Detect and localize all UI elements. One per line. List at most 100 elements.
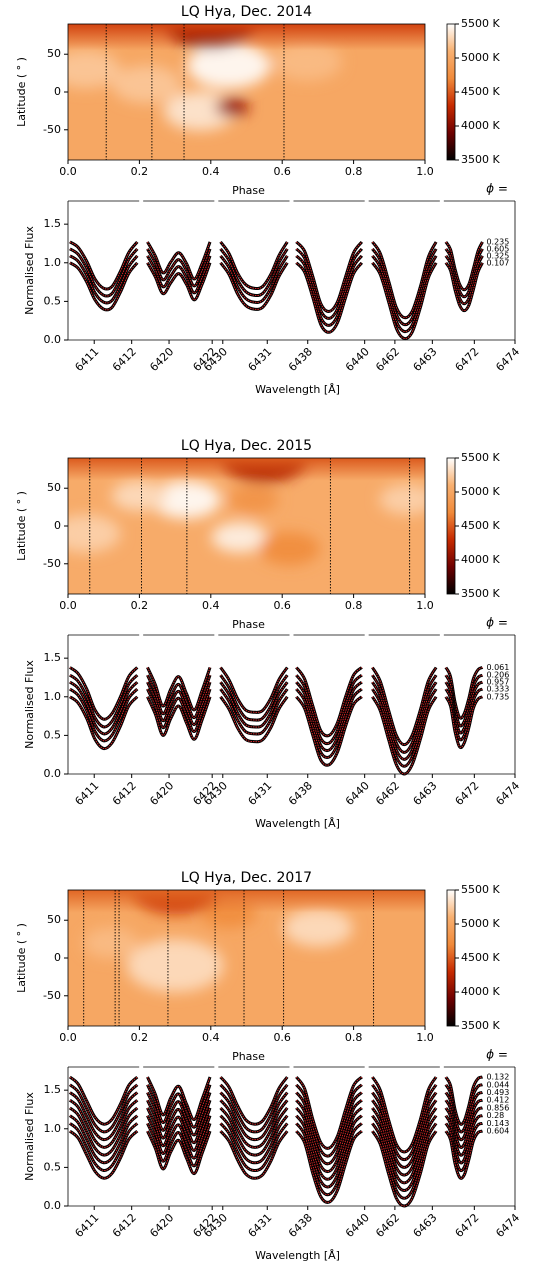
phase-label: 0.957 (486, 678, 509, 687)
model-profile (371, 1123, 437, 1199)
phase-label: 0.604 (486, 1127, 509, 1136)
x-tick-label: 1.0 (416, 1031, 434, 1044)
model-profile (445, 1130, 483, 1179)
map-panel: LQ Hya, Dec. 2017 0.0 0.2 0.4 0.6 0.8 1.0 -50 0 5… (15, 870, 500, 1063)
x-tick-label: 6411 (72, 1211, 101, 1240)
model-profile (295, 1076, 363, 1149)
colorbar-tick-label: 4500 K (461, 951, 500, 964)
x-tick-label: 6474 (493, 779, 522, 808)
x-tick-label: 6431 (246, 1211, 275, 1240)
model-profile (147, 248, 211, 287)
model-profile (295, 1099, 363, 1173)
map-panel: LQ Hya, Dec. 2014 0.0 0.2 0.4 0.6 0.8 1.0 -50 0 5… (15, 4, 500, 197)
model-profile (147, 674, 211, 719)
x-tick-label: 6440 (343, 1211, 372, 1240)
y-tick-label: 1.5 (44, 217, 62, 230)
x-tick-label: 6412 (110, 345, 139, 374)
model-profile (445, 1099, 483, 1148)
spot (187, 42, 271, 89)
x-tick-label: 6420 (147, 1211, 176, 1240)
colorbar-tick-label: 5000 K (461, 917, 500, 930)
colorbar-tick-label: 5500 K (461, 17, 500, 30)
spot (151, 480, 221, 519)
model-profile (220, 1107, 288, 1156)
model-profile (147, 241, 211, 280)
x-tick-label: 1.0 (416, 599, 434, 612)
spot (211, 522, 268, 553)
model-profile (147, 681, 211, 726)
model-profile (69, 1130, 138, 1179)
spot (126, 939, 224, 992)
model-profile (147, 1092, 211, 1136)
model-profile (69, 255, 138, 304)
map-title: LQ Hya, Dec. 2014 (181, 4, 312, 20)
model-profile (147, 688, 211, 733)
spot (272, 42, 342, 81)
x-tick-label: 6420 (147, 345, 176, 374)
model-profile (371, 1130, 437, 1207)
y-axis-label: Normalised Flux (23, 226, 36, 315)
model-profile (445, 1091, 483, 1141)
phase-label: 0.735 (486, 692, 509, 701)
y-tick-label: 0.0 (44, 333, 62, 346)
x-tick-label: 6472 (453, 1211, 482, 1240)
model-profile (371, 681, 437, 760)
y-axis-label: Normalised Flux (23, 1092, 36, 1181)
phase-label: 0.107 (486, 258, 509, 267)
x-tick-label: 0.6 (273, 1031, 291, 1044)
polar-band (68, 890, 425, 913)
observed-profile (444, 248, 484, 299)
model-profile (295, 1122, 363, 1196)
model-profile (445, 1076, 483, 1125)
x-axis-label: Phase (232, 1050, 265, 1063)
x-tick-label: 6412 (110, 779, 139, 808)
y-tick-label: 0 (54, 519, 61, 532)
model-profile (371, 1115, 437, 1192)
model-profile (220, 696, 288, 743)
spot (215, 98, 249, 117)
model-profile (69, 1076, 138, 1125)
model-profile (147, 255, 211, 294)
x-tick-label: 0.4 (202, 165, 220, 178)
x-tick-label: 0.4 (202, 1031, 220, 1044)
model-profile (295, 1084, 363, 1157)
phase-header: ϕ = (486, 182, 508, 196)
polar-band (68, 24, 425, 51)
observed-profile (295, 673, 363, 746)
y-tick-label: 50 (47, 481, 61, 494)
x-tick-label: 6462 (373, 1211, 402, 1240)
y-tick-label: 1.5 (44, 651, 62, 664)
observed-profile (295, 666, 363, 738)
x-tick-label: 0.2 (131, 599, 149, 612)
colorbar-tick-label: 3500 K (461, 587, 500, 600)
model-profile (371, 1084, 437, 1161)
model-profile (220, 248, 288, 297)
model-profile (220, 1092, 288, 1141)
model-profile (371, 1092, 437, 1168)
model-profile (69, 1084, 138, 1133)
phase-label: 0.044 (486, 1080, 509, 1089)
model-profile (445, 1122, 483, 1172)
model-profile (147, 696, 211, 740)
y-tick-label: 0.5 (44, 728, 62, 741)
model-profile (69, 1115, 138, 1164)
y-tick-label: 1.5 (44, 1083, 62, 1096)
model-profile (147, 262, 211, 301)
x-tick-label: 0.8 (345, 1031, 363, 1044)
x-tick-label: 0.0 (59, 165, 77, 178)
model-profile (220, 1123, 288, 1172)
model-profile (445, 674, 483, 727)
model-profile (295, 262, 363, 333)
model-profile (69, 1092, 138, 1141)
model-profile (147, 1107, 211, 1151)
model-profile (371, 241, 437, 319)
x-tick-label: 6440 (343, 779, 372, 808)
model-profile (220, 674, 288, 721)
phase-label: 0.061 (486, 663, 509, 672)
phase-label: 0.206 (486, 671, 509, 680)
model-profile (69, 1099, 138, 1148)
x-axis-label: Wavelength [Å] (255, 383, 340, 396)
